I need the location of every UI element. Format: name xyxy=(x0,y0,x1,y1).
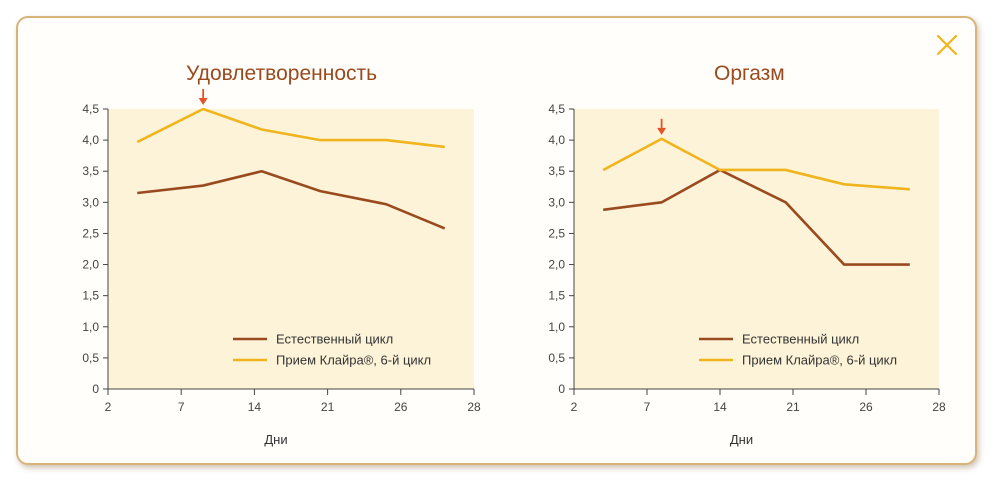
y-tick-label: 1,5 xyxy=(548,289,565,303)
x-tick-label: 21 xyxy=(321,400,335,414)
y-tick-label: 2,0 xyxy=(82,258,99,272)
y-tick-label: 4,0 xyxy=(548,133,565,147)
x-tick-label: 26 xyxy=(394,400,408,414)
y-tick-label: 0 xyxy=(92,382,99,396)
chart-title-satisfaction: Удовлетворенность xyxy=(186,62,378,85)
y-tick-label: 1,5 xyxy=(82,289,99,303)
legend-label: Естественный цикл xyxy=(742,332,859,347)
arrow-head-icon xyxy=(198,98,208,105)
y-tick-label: 4,5 xyxy=(82,102,99,116)
y-tick-label: 2,5 xyxy=(82,226,99,240)
x-tick-label: 2 xyxy=(571,400,578,414)
legend-label: Естественный цикл xyxy=(276,332,393,347)
y-tick-label: 1,0 xyxy=(82,320,99,334)
plot-area xyxy=(574,109,939,389)
series-line-0 xyxy=(137,169,446,230)
y-tick-label: 0,5 xyxy=(82,351,99,365)
series-line-1 xyxy=(602,137,910,191)
x-tick-label: 14 xyxy=(713,400,727,414)
series-line-0 xyxy=(603,168,910,266)
y-tick-label: 2,0 xyxy=(548,258,565,272)
x-tick-label: 26 xyxy=(859,400,873,414)
y-tick-label: 4,0 xyxy=(82,133,99,147)
x-tick-label: 7 xyxy=(178,400,185,414)
x-tick-label: 28 xyxy=(932,400,946,414)
y-tick-label: 0 xyxy=(558,382,565,396)
y-tick-label: 2,5 xyxy=(548,226,565,240)
x-tick-label: 21 xyxy=(786,400,800,414)
chart-1: 0 0,5 1,0 1,5 2,0 2,5 3,0 3,5 4,0 4,5 2 7 14 21 26 28 Дн… xyxy=(548,102,946,447)
y-tick-label: 4,5 xyxy=(548,102,565,116)
x-tick-label: 2 xyxy=(105,400,112,414)
y-tick-label: 1,0 xyxy=(548,320,565,334)
x-tick-label: 28 xyxy=(467,400,481,414)
y-tick-label: 3,0 xyxy=(548,195,565,209)
legend-label: Прием Клайра®, 6-й цикл xyxy=(276,353,431,368)
x-axis-label: Дни xyxy=(730,432,753,447)
chart-0: 0 0,5 1,0 1,5 2,0 2,5 3,0 3,5 4,0 4,5 2 7 14 21 26 28 Дн… xyxy=(82,89,481,447)
y-tick-label: 3,5 xyxy=(82,164,99,178)
y-tick-label: 3,5 xyxy=(548,164,565,178)
y-tick-label: 3,0 xyxy=(82,195,99,209)
y-tick-label: 0,5 xyxy=(548,351,565,365)
close-icon[interactable] xyxy=(935,33,959,57)
plot-area xyxy=(108,109,474,389)
x-tick-label: 14 xyxy=(248,400,262,414)
series-line-1 xyxy=(136,107,445,149)
chart-title-orgasm: Оргазм xyxy=(714,62,785,85)
x-tick-label: 7 xyxy=(644,400,651,414)
legend-label: Прием Клайра®, 6-й цикл xyxy=(742,353,897,368)
x-axis-label: Дни xyxy=(264,432,287,447)
arrow-head-icon xyxy=(657,127,667,135)
